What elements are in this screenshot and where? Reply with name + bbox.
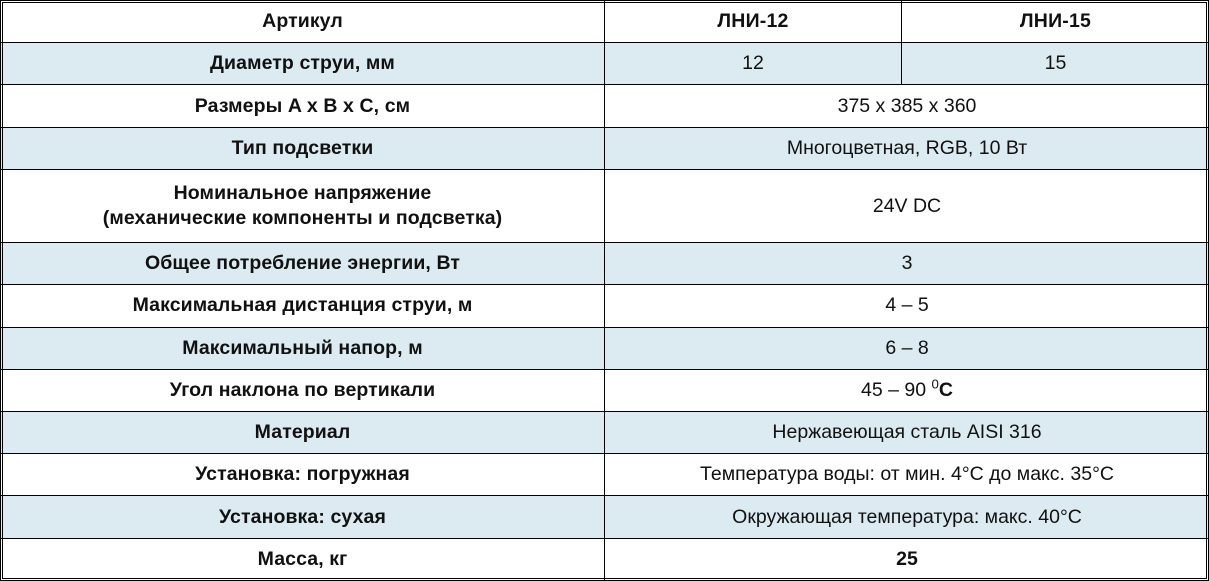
row-label: Материал	[0, 410, 605, 455]
table-row: Общее потребление энергии, Вт 3	[0, 242, 1209, 286]
row-label: Тип подсветки	[0, 126, 605, 170]
row-value: Многоцветная, RGB, 10 Вт	[604, 126, 1209, 170]
header-model-b-cell: ЛНИ-15	[901, 0, 1209, 44]
row-value-suffix: C	[938, 378, 953, 401]
row-label: Установка: сухая	[0, 495, 605, 539]
table-row: Масса, кг 25	[0, 537, 1209, 581]
degree-superscript: 0	[931, 376, 939, 392]
row-value: Окружающая температура: макс. 40°C	[604, 495, 1209, 539]
row-value: 45 – 90 0C	[604, 368, 1209, 413]
row-value: 3	[604, 242, 1209, 286]
row-value: 375 x 385 x 360	[604, 84, 1209, 128]
table-row: Установка: погружная Температура воды: о…	[0, 453, 1209, 497]
table-row: Материал Нержавеющая сталь AISI 316	[0, 410, 1209, 455]
row-value-a: 12	[604, 42, 902, 86]
row-label-line1: Номинальное напряжение	[173, 182, 432, 205]
table-row: Размеры A x B x C, см 375 x 385 x 360	[0, 84, 1209, 128]
row-value: Температура воды: от мин. 4°C до макс. 3…	[604, 453, 1209, 497]
row-label: Размеры A x B x C, см	[0, 84, 605, 128]
row-label: Максимальная дистанция струи, м	[0, 284, 605, 328]
row-label: Номинальное напряжение (механические ком…	[0, 168, 605, 244]
header-model-a-cell: ЛНИ-12	[604, 0, 902, 44]
table-row: Тип подсветки Многоцветная, RGB, 10 Вт	[0, 126, 1209, 170]
row-label: Максимальный напор, м	[0, 326, 605, 370]
row-value: Нержавеющая сталь AISI 316	[604, 410, 1209, 455]
row-label: Диаметр струи, мм	[0, 42, 605, 86]
table-row: Установка: сухая Окружающая температура:…	[0, 495, 1209, 539]
row-label-line2: (механические компоненты и подсветка)	[102, 207, 503, 229]
table-header-row: Артикул ЛНИ-12 ЛНИ-15	[0, 0, 1209, 44]
table-row: Максимальная дистанция струи, м 4 – 5	[0, 284, 1209, 328]
row-value: 4 – 5	[604, 284, 1209, 328]
table-row: Диаметр струи, мм 12 15	[0, 42, 1209, 86]
row-label: Масса, кг	[0, 537, 605, 581]
table-row: Максимальный напор, м 6 – 8	[0, 326, 1209, 370]
row-label: Угол наклона по вертикали	[0, 368, 605, 413]
table-row: Угол наклона по вертикали 45 – 90 0C	[0, 368, 1209, 413]
row-value-prefix: 45 – 90	[861, 378, 932, 401]
row-value: 25	[604, 537, 1209, 581]
row-value: 24V DC	[604, 168, 1209, 244]
row-label: Установка: погружная	[0, 453, 605, 497]
row-value: 6 – 8	[604, 326, 1209, 370]
header-label-cell: Артикул	[0, 0, 605, 44]
table-row: Номинальное напряжение (механические ком…	[0, 168, 1209, 244]
row-label: Общее потребление энергии, Вт	[0, 242, 605, 286]
row-value-b: 15	[901, 42, 1209, 86]
